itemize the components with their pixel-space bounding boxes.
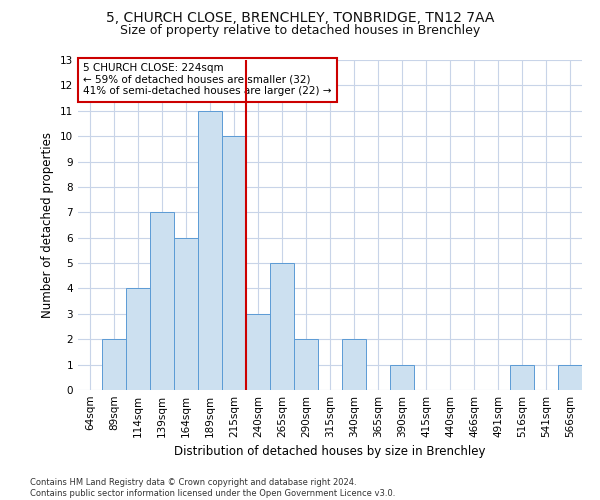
Text: 5 CHURCH CLOSE: 224sqm
← 59% of detached houses are smaller (32)
41% of semi-det: 5 CHURCH CLOSE: 224sqm ← 59% of detached… bbox=[83, 64, 332, 96]
X-axis label: Distribution of detached houses by size in Brenchley: Distribution of detached houses by size … bbox=[174, 446, 486, 458]
Bar bbox=[174, 238, 198, 390]
Bar bbox=[126, 288, 150, 390]
Bar bbox=[558, 364, 582, 390]
Bar bbox=[342, 339, 366, 390]
Bar bbox=[270, 263, 294, 390]
Bar bbox=[150, 212, 174, 390]
Bar bbox=[246, 314, 270, 390]
Bar bbox=[390, 364, 414, 390]
Bar bbox=[198, 111, 222, 390]
Text: Contains HM Land Registry data © Crown copyright and database right 2024.
Contai: Contains HM Land Registry data © Crown c… bbox=[30, 478, 395, 498]
Bar bbox=[222, 136, 246, 390]
Bar bbox=[102, 339, 126, 390]
Text: Size of property relative to detached houses in Brenchley: Size of property relative to detached ho… bbox=[120, 24, 480, 37]
Bar bbox=[510, 364, 534, 390]
Y-axis label: Number of detached properties: Number of detached properties bbox=[41, 132, 55, 318]
Text: 5, CHURCH CLOSE, BRENCHLEY, TONBRIDGE, TN12 7AA: 5, CHURCH CLOSE, BRENCHLEY, TONBRIDGE, T… bbox=[106, 11, 494, 25]
Bar bbox=[294, 339, 318, 390]
